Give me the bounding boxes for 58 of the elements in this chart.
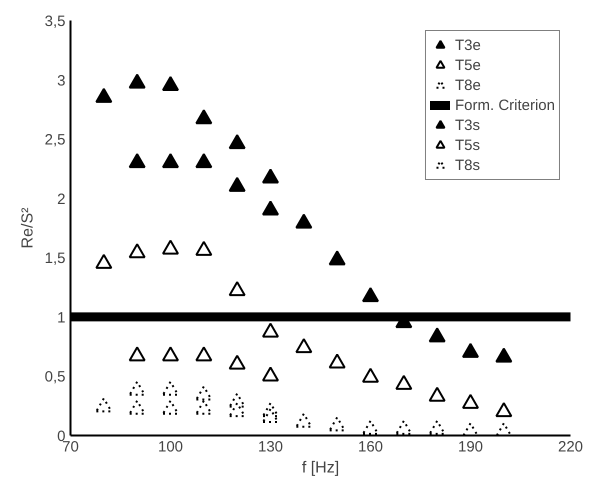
point	[95, 88, 112, 103]
point	[162, 240, 179, 255]
point	[262, 366, 279, 382]
y-tick-label: 0,5	[44, 368, 66, 386]
point	[128, 74, 146, 89]
point	[395, 374, 412, 390]
legend-label: T8e	[454, 76, 481, 94]
y-tick-label: 1,5	[44, 250, 66, 268]
y-tick-label: 1	[57, 309, 66, 326]
y-tick-label: 2	[57, 190, 66, 208]
x-axis-title: f [Hz]	[302, 460, 340, 476]
point	[95, 254, 112, 269]
point	[162, 76, 179, 92]
point	[462, 394, 479, 409]
point	[462, 342, 479, 358]
point	[362, 287, 379, 302]
y-tick-label: 3,5	[44, 13, 66, 30]
point	[128, 346, 146, 362]
point	[195, 109, 212, 124]
x-tick-label: 220	[558, 438, 584, 456]
point	[428, 327, 446, 342]
point	[328, 250, 346, 266]
y-tick-label: 2,5	[44, 132, 66, 149]
legend-label: T8s	[454, 156, 480, 174]
x-tick-label: 100	[158, 438, 184, 456]
x-tick-label: 160	[358, 438, 384, 456]
point	[295, 338, 312, 354]
point	[262, 322, 279, 338]
y-tick-label: 3	[57, 72, 66, 90]
y-axis-title: Re/S²	[20, 206, 37, 248]
point	[195, 346, 212, 362]
legend-label: Form. Criterion	[454, 96, 555, 114]
point	[295, 214, 312, 229]
point	[262, 200, 279, 216]
point	[128, 243, 146, 258]
point	[228, 134, 246, 150]
x-tick-label: 190	[458, 438, 484, 456]
legend-label: T3s	[454, 116, 480, 134]
legend-label: T5e	[454, 56, 481, 74]
point	[362, 368, 379, 383]
x-tick-label: 130	[258, 438, 284, 456]
point	[162, 153, 179, 168]
point	[228, 176, 246, 192]
point	[495, 402, 512, 418]
point	[262, 168, 279, 184]
point	[428, 386, 446, 402]
point	[195, 153, 212, 168]
legend-label: T5s	[454, 136, 480, 154]
point	[328, 354, 346, 368]
point	[162, 346, 179, 362]
y-tick-label: 0	[57, 428, 66, 445]
point	[262, 408, 279, 424]
point	[495, 348, 512, 363]
legend-label: T3e	[454, 36, 481, 54]
point	[195, 240, 212, 256]
point	[228, 281, 246, 296]
point	[128, 153, 146, 168]
point	[228, 354, 246, 370]
